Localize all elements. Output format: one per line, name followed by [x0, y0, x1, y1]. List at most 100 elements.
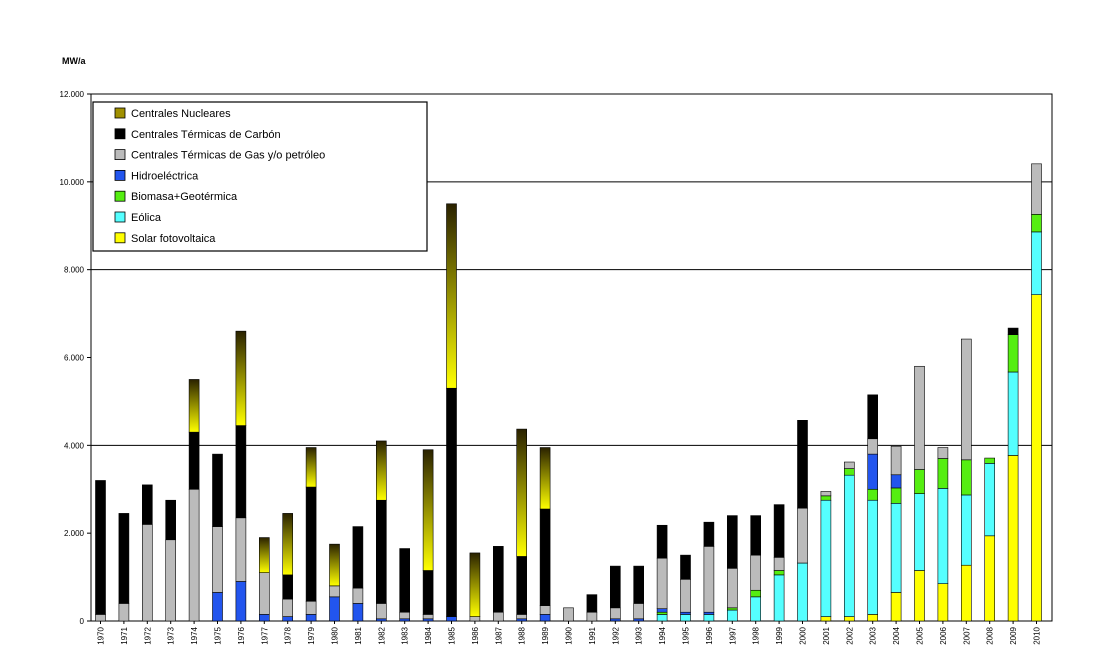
bar-segment — [960, 338, 972, 461]
x-tick-label: 1993 — [635, 626, 644, 644]
bar-segment — [305, 447, 317, 488]
bar-segment — [937, 458, 949, 489]
bar-segment — [95, 614, 106, 622]
x-tick-label: 1970 — [97, 626, 106, 644]
bar-segment — [750, 596, 762, 622]
x-tick-label: 1982 — [377, 626, 386, 644]
legend-swatch — [114, 107, 126, 119]
bar-segment — [375, 603, 387, 620]
bar-segment — [750, 589, 762, 598]
legend-entry: Centrales Térmicas de Gas y/o petróleo — [131, 150, 325, 162]
bar-segment — [960, 494, 972, 566]
x-tick-label: 2001 — [822, 626, 831, 644]
bar-segment — [118, 513, 130, 604]
bar-segment — [609, 565, 621, 609]
bar-segment — [305, 614, 317, 622]
bar-segment — [1007, 371, 1019, 456]
bar-segment — [446, 616, 457, 622]
x-tick-label: 1997 — [728, 626, 737, 644]
x-tick-label: 1990 — [565, 626, 574, 644]
bar-segment — [1007, 455, 1019, 622]
x-tick-label: 1992 — [611, 626, 620, 644]
bar-segment — [633, 565, 645, 604]
bar-segment — [1031, 294, 1042, 622]
x-tick-label: 1977 — [260, 626, 269, 644]
bar-segment — [282, 513, 294, 576]
bar-segment — [446, 387, 457, 617]
bar-segment — [142, 524, 153, 622]
x-tick-label: 1984 — [424, 626, 433, 644]
bar-segment — [212, 453, 223, 527]
x-tick-label: 1985 — [448, 626, 457, 644]
bar-segment — [469, 552, 481, 617]
legend-swatch — [114, 232, 126, 244]
legend-entry: Centrales Nucleares — [131, 108, 231, 120]
bar-segment — [773, 557, 785, 571]
x-tick-label: 1986 — [471, 626, 480, 644]
bar-segment — [867, 488, 879, 501]
x-tick-label: 1998 — [752, 626, 761, 644]
bar-segment — [633, 618, 645, 622]
bar-segment — [773, 570, 785, 576]
bar-segment — [422, 618, 434, 622]
x-tick-label: 2007 — [962, 626, 971, 644]
bar-segment — [282, 598, 294, 617]
bar-segment — [563, 607, 574, 622]
x-tick-label: 1987 — [494, 626, 503, 644]
bar-segment — [843, 468, 855, 476]
bar-segment — [656, 614, 668, 622]
bar-segment — [703, 611, 715, 615]
y-tick-label: 0 — [80, 617, 85, 626]
x-tick-label: 1972 — [143, 626, 152, 644]
bar-segment — [843, 461, 855, 469]
bar-segment — [867, 438, 879, 455]
bar-segment — [937, 447, 949, 459]
x-tick-label: 2008 — [986, 626, 995, 644]
bar-segment — [656, 611, 668, 615]
bar-segment — [890, 487, 902, 504]
x-tick-label: 2003 — [869, 626, 878, 644]
bar-segment — [726, 567, 738, 609]
bar-segment — [516, 614, 528, 620]
bar-segment — [235, 581, 247, 622]
bar-segment — [118, 603, 130, 622]
x-tick-label: 1989 — [541, 626, 550, 644]
x-tick-label: 1971 — [120, 626, 129, 644]
bar-segment — [680, 554, 691, 580]
x-tick-label: 1999 — [775, 626, 784, 644]
legend-entry: Eólica — [131, 212, 162, 224]
legend-entry: Hidroeléctrica — [131, 170, 199, 182]
bar-segment — [609, 607, 621, 620]
legend: Centrales Nucleares Centrales Térmicas de… — [92, 101, 428, 252]
legend-swatch — [114, 149, 126, 161]
legend-entry: Solar fotovoltaica — [131, 233, 216, 245]
bar-segment — [1031, 163, 1042, 215]
bar-segment — [843, 474, 855, 617]
x-tick-label: 2000 — [799, 626, 808, 644]
bar-segment — [890, 445, 902, 476]
x-tick-label: 1974 — [190, 626, 199, 644]
bar-segment — [422, 570, 434, 615]
bar-segment — [890, 474, 902, 489]
x-tick-label: 1991 — [588, 626, 597, 644]
bar-segment — [843, 616, 855, 622]
y-tick-label: 12.000 — [60, 90, 85, 99]
legend-entry: Centrales Térmicas de Carbón — [131, 129, 281, 141]
bar-segment — [914, 365, 925, 470]
x-tick-label: 1988 — [518, 626, 527, 644]
bar-segment — [446, 203, 457, 389]
bar-segment — [1031, 214, 1042, 233]
bar-segment — [867, 614, 879, 622]
bar-segment — [890, 503, 902, 593]
bar-segment — [656, 608, 668, 613]
bar-segment — [726, 515, 738, 569]
bar-segment — [492, 611, 504, 622]
x-tick-label: 2009 — [1009, 626, 1018, 644]
bar-segment — [352, 587, 364, 604]
x-tick-label: 1995 — [682, 626, 691, 644]
bar-segment — [867, 394, 879, 440]
bar-segment — [820, 495, 832, 501]
x-tick-label: 2010 — [1033, 626, 1042, 644]
x-tick-label: 2004 — [892, 626, 901, 644]
